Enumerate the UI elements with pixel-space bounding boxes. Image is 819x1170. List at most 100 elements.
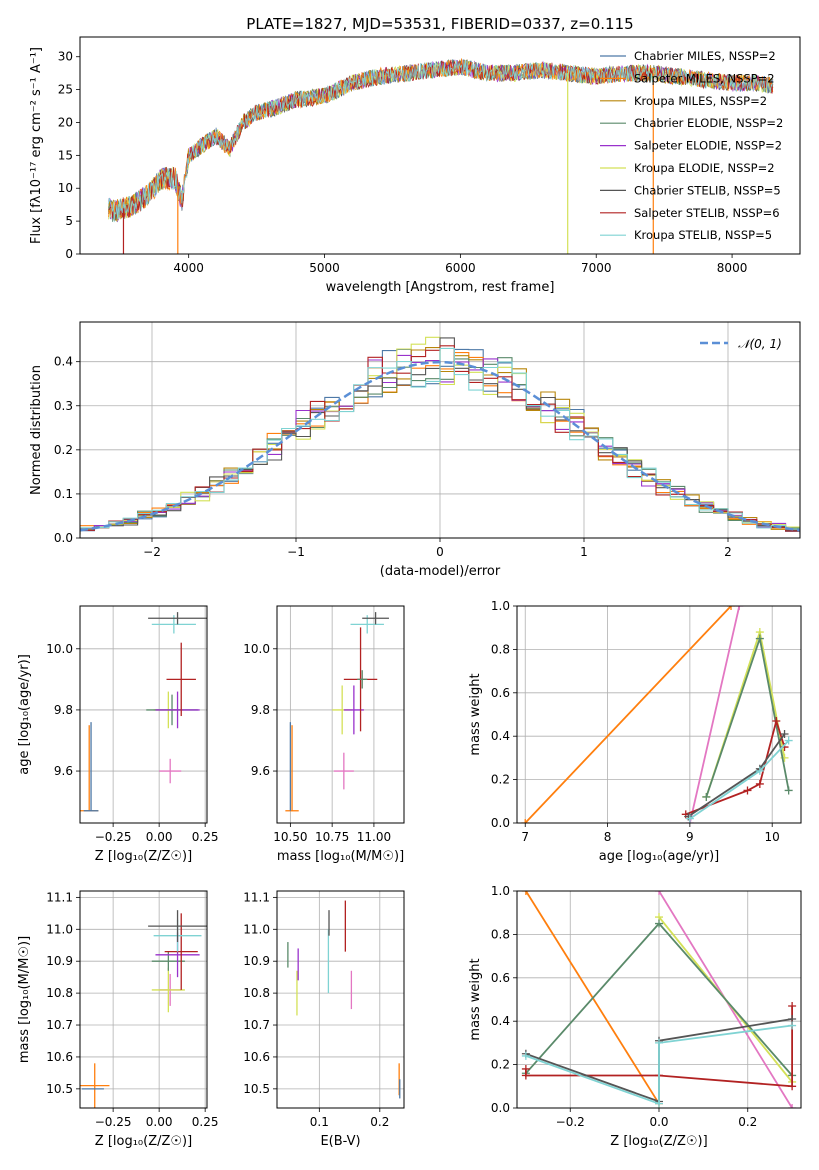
age_vs_mass-xlabel: mass [log₁₀(M/M☉)] <box>277 849 404 864</box>
age_vs_z-ylabel: age [log₁₀(age/yr)] <box>17 654 32 775</box>
age_vs_mass-ytick-label: 10.0 <box>243 642 270 656</box>
age_vs_mass-point <box>357 670 368 689</box>
weight_vs_age-series-line <box>524 606 732 823</box>
spectrum-axes: 4000 5000 6000 7000 8000 0 5 10 15 20 25 30 waveleng… <box>29 47 747 295</box>
mass_vs_ebv-xtick-label: 0.2 <box>370 1115 389 1129</box>
mass_vs_z-point <box>80 1063 110 1108</box>
age_vs_z-ytick-label: 9.8 <box>54 703 73 717</box>
mass_vs_z-xtick-label: 0.00 <box>146 1115 173 1129</box>
weight_vs_age-marker <box>727 606 736 610</box>
age_vs_z-xlabel: Z [log₁₀(Z/Z☉)] <box>95 849 192 864</box>
age_vs_mass-point <box>333 752 354 790</box>
spectrum-xtick-label: 5000 <box>309 261 340 275</box>
weight_vs_age-marker <box>755 634 764 643</box>
mass_vs_ebv-ytick-label: 11.1 <box>243 890 270 904</box>
legend-label: Salpeter STELIB, NSSP=6 <box>634 206 780 220</box>
weight_vs_age-ylabel: mass weight <box>468 673 483 755</box>
spectrum-ytick-label: 15 <box>58 148 73 162</box>
residuals-ytick-label: 0.3 <box>54 399 73 413</box>
mass_vs_ebv-axes: 0.1 0.2 10.5 10.6 10.7 10.8 10.9 11.0 11.1 E(B-V) <box>243 890 404 1149</box>
mass_vs_z-point <box>151 967 185 1013</box>
age_vs_z-point <box>83 722 99 812</box>
weight_vs_z-marker <box>655 891 663 895</box>
residuals-ylabel: Normed distribution <box>29 365 44 495</box>
weight_vs_z-ytick-label: 0.0 <box>491 1101 510 1115</box>
weight_vs_age-marker <box>755 779 764 788</box>
age_vs_z-xtick-label: −0.25 <box>95 830 132 844</box>
spectrum-legend: Chabrier MILES, NSSP=2 Salpeter MILES, NS… <box>600 49 783 242</box>
mass_vs_z-ytick-label: 11.0 <box>46 922 73 936</box>
weight_vs_age-ytick-label: 0.6 <box>491 686 510 700</box>
weight_vs_age-marker <box>772 717 781 726</box>
spectrum-ytick-label: 10 <box>58 181 73 195</box>
weight_vs_z-marker <box>788 1002 797 1011</box>
weight_vs_z-marker <box>655 919 663 928</box>
spectrum-xlabel: wavelength [Angstrom, rest frame] <box>326 280 555 295</box>
weight_vs_z-series-line <box>525 1024 793 1105</box>
mass_vs_z-ytick-label: 11.1 <box>46 890 73 904</box>
residuals-frame <box>79 321 801 539</box>
weight_vs_age-marker <box>702 792 711 801</box>
age_vs_z-ytick-label: 10.0 <box>46 642 73 656</box>
gaussian-curve <box>80 360 800 532</box>
weight_vs_age-xtick-label: 9 <box>686 830 694 844</box>
weight_vs_age-xtick-label: 7 <box>521 830 529 844</box>
spectrum-xtick-label: 6000 <box>445 261 476 275</box>
weight_vs_z-marker <box>521 1051 530 1060</box>
mass_vs_z-axes: −0.25 0.00 0.25 10.5 10.6 10.7 10.8 10.9 11.0 11.… <box>17 890 219 1149</box>
mass_vs_ebv-xlabel: E(B-V) <box>320 1134 360 1149</box>
weight_vs_z-ylabel: mass weight <box>468 958 483 1040</box>
mass_vs_z-ytick-label: 10.5 <box>46 1082 73 1096</box>
weight_vs_age-marker <box>685 814 694 823</box>
legend-label: Salpeter MILES, NSSP=2 <box>634 71 775 85</box>
weight_vs_z-plot-area <box>521 891 797 1108</box>
legend-label: Chabrier STELIB, NSSP=5 <box>634 183 781 197</box>
legend-label: Kroupa ELODIE, NSSP=2 <box>634 161 775 175</box>
mass_vs_ebv-plot-area <box>287 900 401 1099</box>
weight_vs_age-axes: 7 8 9 10 0.0 0.2 0.4 0.6 0.8 1.0 age [log₁₀(age/yr… <box>468 599 801 864</box>
weight_vs_age-ytick-label: 0.8 <box>491 642 510 656</box>
spectrum-ytick-label: 30 <box>58 50 73 64</box>
weight_vs_z-marker <box>655 1099 663 1108</box>
spectrum-plot-area <box>108 58 774 254</box>
mass_vs_z-xlabel: Z [log₁₀(Z/Z☉)] <box>95 1134 192 1149</box>
mass_vs_z-ylabel: mass [log₁₀(M/M☉)] <box>17 936 32 1063</box>
weight_vs_z-marker <box>521 891 530 895</box>
spectrum-xtick-label: 8000 <box>717 261 748 275</box>
spectrum-ytick-label: 25 <box>58 83 73 97</box>
age_vs_mass-xtick-label: 10.50 <box>273 830 307 844</box>
age_vs_z-plot-area <box>80 612 207 812</box>
weight_vs_age-marker <box>743 786 752 795</box>
weight_vs_age-ytick-label: 0.4 <box>491 729 510 743</box>
weight_vs_age-marker <box>784 736 793 745</box>
weight_vs_z-marker <box>788 1021 797 1030</box>
weight_vs_z-ytick-label: 0.8 <box>491 927 510 941</box>
mass_vs_ebv-ytick-label: 10.5 <box>243 1082 270 1096</box>
residuals-xtick-label: 1 <box>580 545 588 559</box>
legend-label: Chabrier MILES, NSSP=2 <box>634 49 776 63</box>
weight_vs_z-marker <box>788 1104 797 1108</box>
mass_vs_ebv-frame <box>276 890 405 1109</box>
spectrum-frame <box>79 36 801 255</box>
weight_vs_age-series-line <box>689 606 741 823</box>
residuals-ytick-label: 0.4 <box>54 355 73 369</box>
spectrum-ytick-label: 0 <box>65 247 73 261</box>
age_vs_z-xtick-label: 0.25 <box>192 830 219 844</box>
residuals-xtick-label: 2 <box>724 545 732 559</box>
weight_vs_age-marker <box>521 819 530 823</box>
legend-label: Chabrier ELODIE, NSSP=2 <box>634 116 783 130</box>
weight_vs_age-marker <box>780 730 789 739</box>
weight_vs_age-ytick-label: 1.0 <box>491 599 510 613</box>
age_vs_z-ytick-label: 9.6 <box>54 764 73 778</box>
age_vs_z-axes: −0.25 0.00 0.25 9.6 9.8 10.0 Z [log₁₀(Z/Z☉)] ag… <box>17 606 219 864</box>
residuals-xtick-label: −1 <box>287 545 305 559</box>
weight_vs_z-ytick-label: 0.4 <box>491 1014 510 1028</box>
age_vs_mass-ytick-label: 9.6 <box>251 764 270 778</box>
age_vs_z-xtick-label: 0.00 <box>146 830 173 844</box>
residuals-ytick-label: 0.0 <box>54 531 73 545</box>
mass_vs_z-xtick-label: 0.25 <box>192 1115 219 1129</box>
mass_vs_z-plot-area <box>80 910 207 1108</box>
weight_vs_z-xtick-label: 0.2 <box>738 1115 757 1129</box>
